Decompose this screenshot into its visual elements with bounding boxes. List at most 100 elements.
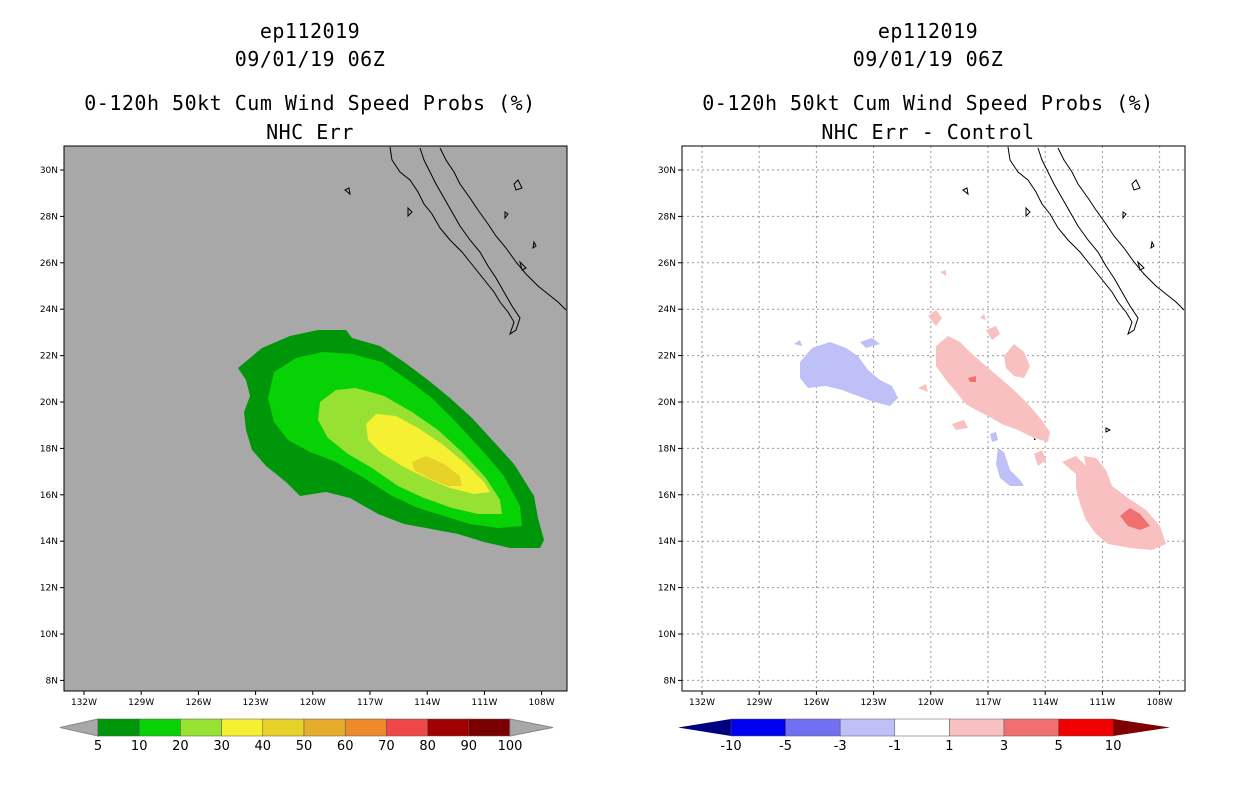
colorbar-swatch — [785, 718, 841, 737]
lat-tick-label: 18N — [40, 444, 58, 454]
left-map-panel: 30N 28N 26N 24N 22N 20N 18N 16N 14N 12N 10N 8N 132W… — [40, 145, 568, 754]
diff-positive-core-1 — [1120, 508, 1150, 530]
lat-tick-label: 18N — [658, 444, 676, 454]
colorbar-high-arrow — [509, 718, 554, 737]
left-storm-id: ep112019 — [259, 19, 361, 43]
colorbar-swatch — [949, 718, 1005, 737]
colorbar-low-arrow — [678, 719, 731, 736]
lat-tick-label: 10N — [40, 630, 58, 640]
lon-tick-label: 120W — [918, 698, 944, 708]
lon-tick-label: 111W — [471, 698, 497, 708]
left-subtitle: NHC Err — [266, 120, 354, 144]
lat-tick-label: 22N — [40, 352, 58, 362]
lat-tick-label: 30N — [658, 166, 676, 176]
left-map-frame — [63, 145, 568, 692]
lat-tick-label: 30N — [40, 166, 58, 176]
lon-tick-label: 114W — [414, 698, 440, 708]
left-product-title: 0-120h 50kt Cum Wind Speed Probs (%) — [84, 91, 536, 115]
lon-tick-label: 123W — [243, 698, 269, 708]
diff-positive-area-2 — [1004, 344, 1030, 378]
diff-positive-area-8 — [918, 384, 928, 392]
diff-positive-core-2 — [968, 376, 976, 382]
right-gridlines — [682, 146, 1185, 691]
left-datetime: 09/01/19 06Z — [234, 47, 386, 71]
lon-tick-label: 126W — [803, 698, 829, 708]
colorbar-swatch — [221, 718, 264, 737]
lat-tick-label: 26N — [40, 259, 58, 269]
colorbar-label: 10 — [1105, 739, 1122, 754]
diff-positive-area-9 — [1034, 450, 1046, 466]
right-map-frame — [681, 145, 1186, 692]
colorbar-label: 20 — [172, 739, 189, 754]
colorbar-swatch — [344, 718, 387, 737]
colorbar-label: -5 — [779, 739, 792, 754]
right-storm-id: ep112019 — [877, 19, 979, 43]
right-lon-axis: 132W 129W 126W 123W 120W 117W 114W 111W 108W — [689, 691, 1173, 708]
diff-positive-area-3 — [928, 310, 942, 326]
lat-tick-label: 20N — [658, 398, 676, 408]
lon-tick-label: 123W — [861, 698, 887, 708]
diff-positive-area-5 — [940, 270, 946, 276]
colorbar-label: 100 — [498, 739, 523, 754]
lat-tick-label: 16N — [40, 491, 58, 501]
colorbar-label: 10 — [131, 739, 148, 754]
colorbar-label: -3 — [834, 739, 847, 754]
diff-positive-area-7 — [952, 420, 968, 430]
right-colorbar: -10 -5 -3 -1 1 3 5 10 — [678, 718, 1170, 754]
colorbar-label: 90 — [461, 739, 478, 754]
diff-negative-area-3 — [860, 338, 880, 348]
colorbar-swatch — [839, 718, 896, 737]
colorbar-label: 50 — [296, 739, 313, 754]
lat-tick-label: 26N — [658, 259, 676, 269]
lon-tick-label: 108W — [529, 698, 555, 708]
right-lat-axis: 30N 28N 26N 24N 22N 20N 18N 16N 14N 12N 10N 8N — [658, 166, 682, 686]
lat-tick-label: 8N — [664, 676, 676, 686]
colorbar-swatch — [730, 718, 786, 737]
colorbar-swatch — [386, 718, 428, 737]
colorbar-low-arrow — [59, 718, 99, 737]
lat-tick-label: 12N — [40, 584, 58, 594]
colorbar-label: 30 — [213, 739, 230, 754]
left-lat-axis: 30N 28N 26N 24N 22N 20N 18N 16N 14N 12N 10N 8N — [40, 166, 64, 686]
lon-tick-label: 111W — [1089, 698, 1115, 708]
prob-contour-30 — [366, 414, 490, 494]
lon-tick-label: 129W — [128, 698, 154, 708]
lat-tick-label: 24N — [40, 305, 58, 315]
diff-positive-area-1 — [936, 336, 1050, 442]
colorbar-swatch — [97, 718, 140, 737]
lat-tick-label: 14N — [658, 537, 676, 547]
colorbar-label: 5 — [94, 739, 102, 754]
colorbar-label: 40 — [255, 739, 272, 754]
lat-tick-label: 28N — [658, 212, 676, 222]
lat-tick-label: 8N — [46, 676, 58, 686]
lat-tick-label: 16N — [658, 491, 676, 501]
right-subtitle: NHC Err - Control — [821, 120, 1035, 144]
lon-tick-label: 126W — [185, 698, 211, 708]
diff-negative-area-5 — [990, 432, 998, 442]
diff-negative-area-1 — [800, 342, 898, 406]
colorbar-high-arrow — [1113, 719, 1170, 736]
lon-tick-label: 120W — [300, 698, 326, 708]
lon-tick-label: 132W — [71, 698, 97, 708]
prob-contour-40 — [412, 456, 462, 486]
colorbar-label: 1 — [945, 739, 953, 754]
lon-tick-label: 108W — [1147, 698, 1173, 708]
right-map-background — [682, 146, 1185, 691]
lat-tick-label: 10N — [658, 630, 676, 640]
lon-tick-label: 132W — [689, 698, 715, 708]
diff-positive-area-4 — [986, 326, 1000, 340]
left-lon-axis: 132W 129W 126W 123W 120W 117W 114W 111W 108W — [71, 691, 555, 708]
lat-tick-label: 24N — [658, 305, 676, 315]
left-colorbar: 5 10 20 30 40 50 60 70 80 90 100 — [59, 718, 554, 754]
colorbar-swatch — [262, 718, 305, 737]
colorbar-swatch — [468, 718, 511, 737]
lon-tick-label: 117W — [975, 698, 1001, 708]
right-product-title: 0-120h 50kt Cum Wind Speed Probs (%) — [702, 91, 1154, 115]
colorbar-label: 5 — [1054, 739, 1062, 754]
colorbar-label: 70 — [378, 739, 395, 754]
colorbar-swatch — [138, 718, 181, 737]
lat-tick-label: 12N — [658, 584, 676, 594]
colorbar-swatch — [1058, 718, 1114, 737]
diff-negative-area-2 — [794, 340, 802, 346]
